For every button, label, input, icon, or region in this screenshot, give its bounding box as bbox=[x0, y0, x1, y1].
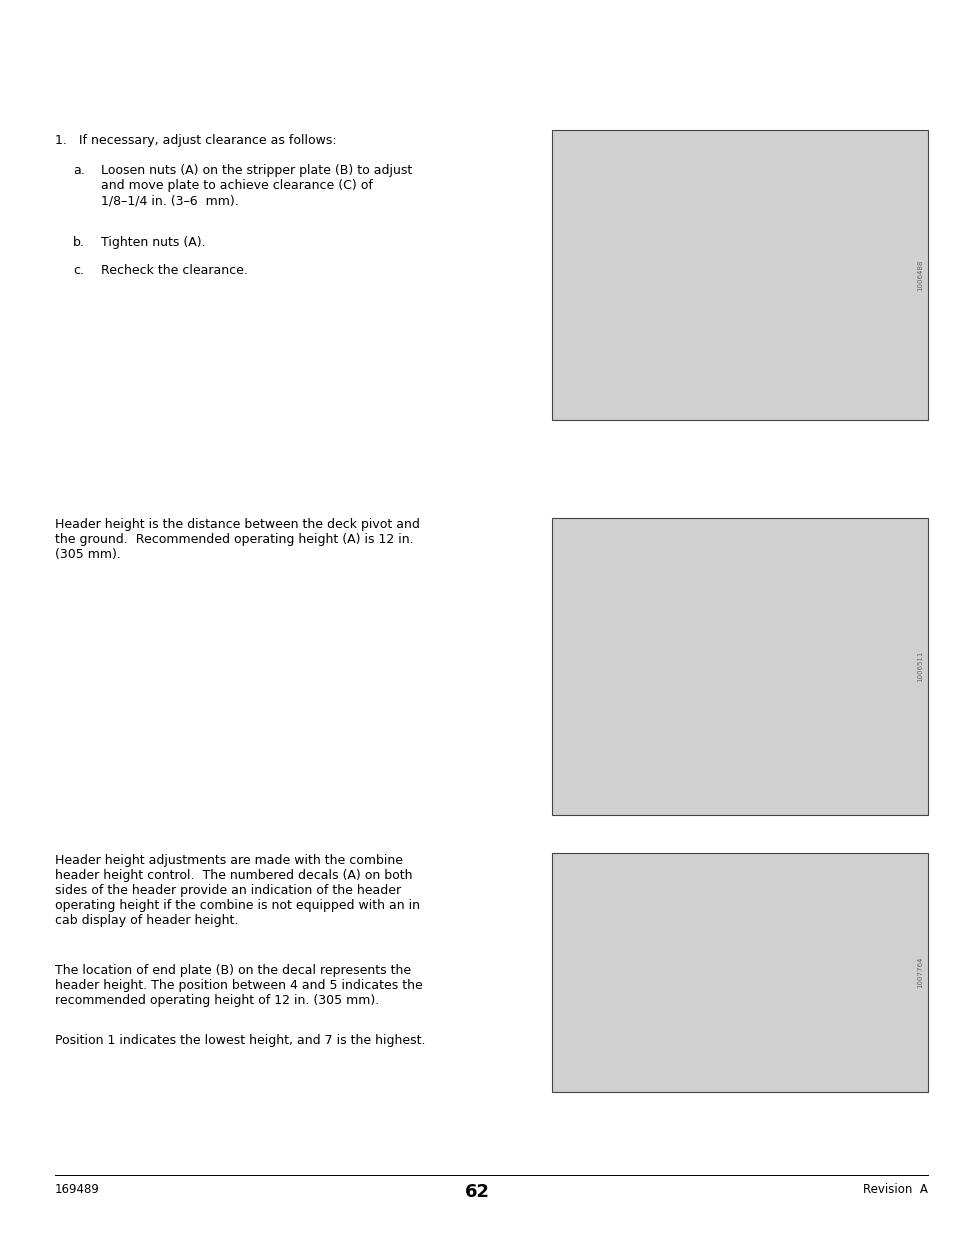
Text: a.: a. bbox=[73, 164, 85, 177]
Text: 169489: 169489 bbox=[55, 1183, 100, 1195]
Bar bbox=[552, 130, 927, 420]
Text: Tighten nuts (A).: Tighten nuts (A). bbox=[101, 236, 206, 249]
Text: 1007764: 1007764 bbox=[916, 957, 923, 988]
Text: Header height is the distance between the deck pivot and
the ground.  Recommende: Header height is the distance between th… bbox=[55, 517, 419, 561]
Text: 62: 62 bbox=[464, 1183, 489, 1200]
Text: Position 1 indicates the lowest height, and 7 is the highest.: Position 1 indicates the lowest height, … bbox=[55, 1034, 425, 1047]
Bar bbox=[552, 517, 927, 815]
Text: c.: c. bbox=[73, 264, 84, 277]
Text: Loosen nuts (A) on the stripper plate (B) to adjust
and move plate to achieve cl: Loosen nuts (A) on the stripper plate (B… bbox=[101, 164, 412, 207]
Text: Recheck the clearance.: Recheck the clearance. bbox=[101, 264, 248, 277]
Text: 1006488: 1006488 bbox=[916, 259, 923, 290]
Bar bbox=[552, 853, 927, 1092]
Text: 1.   If necessary, adjust clearance as follows:: 1. If necessary, adjust clearance as fol… bbox=[55, 135, 336, 147]
Text: The location of end plate (B) on the decal represents the
header height. The pos: The location of end plate (B) on the dec… bbox=[55, 965, 422, 1007]
Text: b.: b. bbox=[73, 236, 85, 249]
Text: Revision  A: Revision A bbox=[862, 1183, 927, 1195]
Text: 1006511: 1006511 bbox=[916, 651, 923, 682]
Text: Header height adjustments are made with the combine
header height control.  The : Header height adjustments are made with … bbox=[55, 853, 419, 927]
